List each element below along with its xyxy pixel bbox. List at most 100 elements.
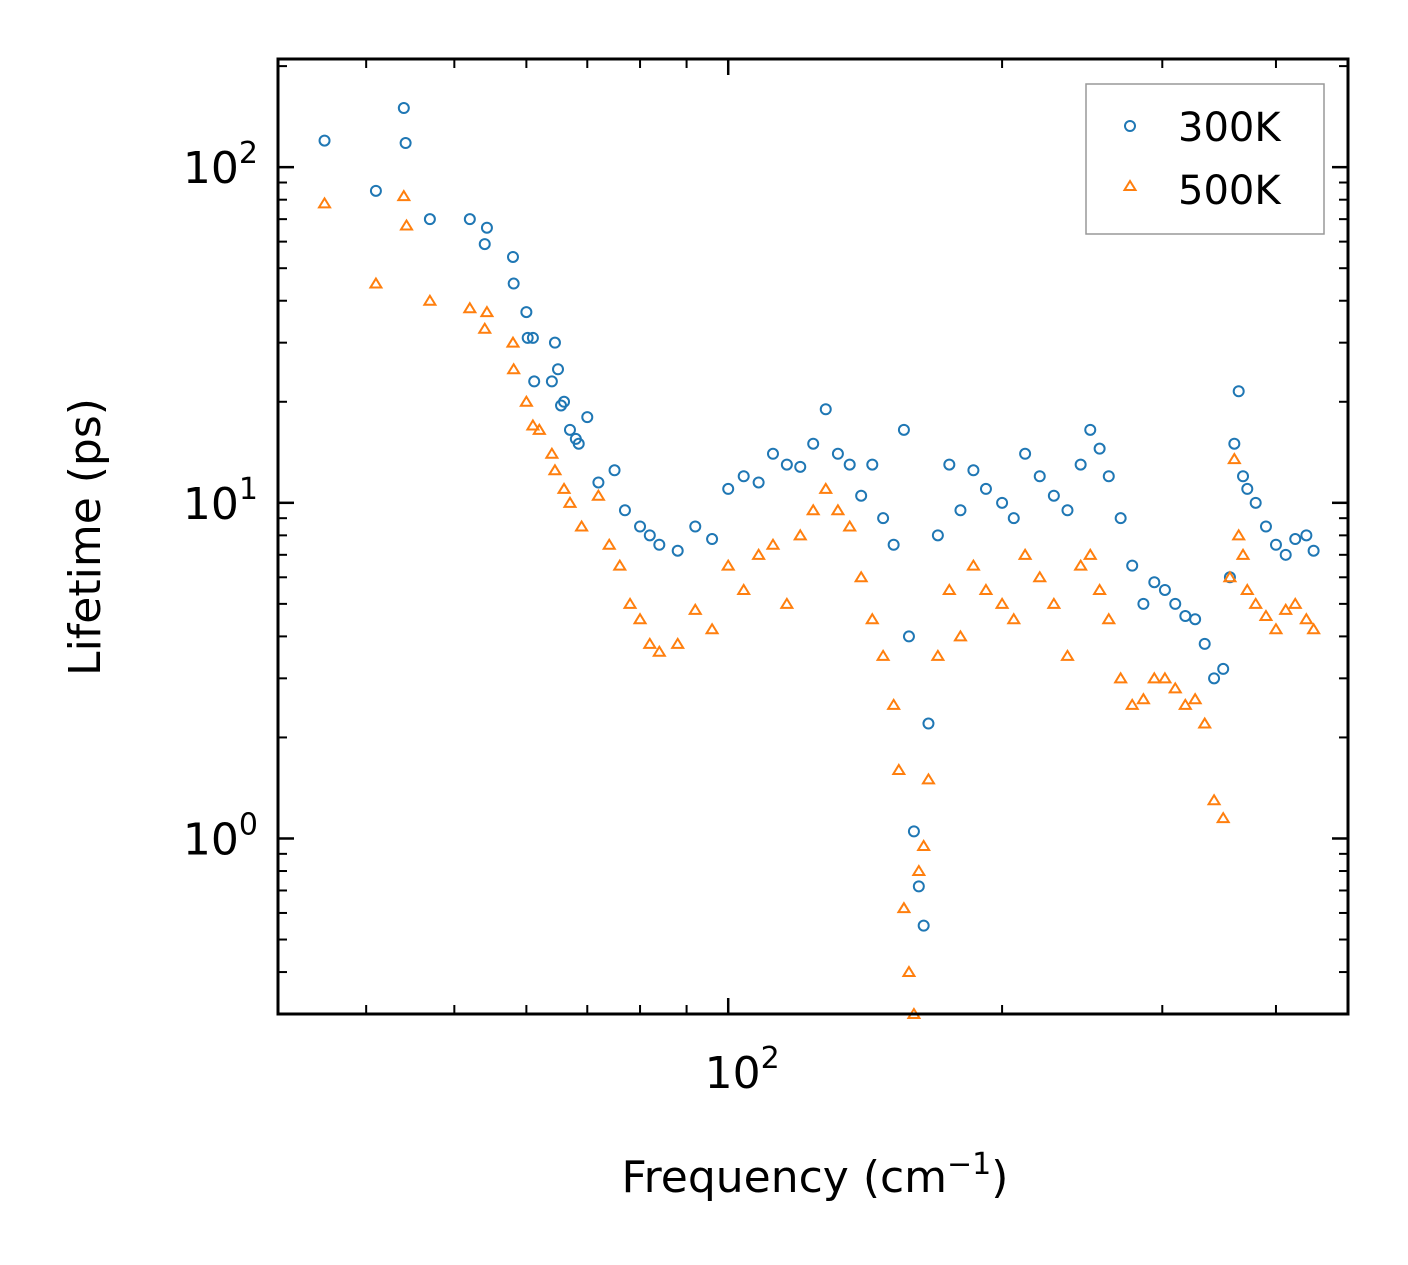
point-300k bbox=[520, 306, 533, 319]
point-300k bbox=[752, 476, 765, 489]
point-500k bbox=[1006, 612, 1022, 625]
point-300k bbox=[967, 464, 980, 477]
point-300k bbox=[572, 437, 585, 450]
point-500k bbox=[1187, 692, 1203, 705]
point-300k bbox=[780, 458, 793, 471]
point-500k bbox=[1092, 583, 1107, 595]
point-500k bbox=[1157, 671, 1173, 684]
point-300k bbox=[943, 458, 956, 471]
point-300k bbox=[722, 482, 735, 495]
point-500k bbox=[1235, 547, 1251, 560]
point-500k bbox=[1222, 570, 1238, 583]
point-500k bbox=[891, 763, 907, 775]
point-300k bbox=[1249, 496, 1262, 509]
point-500k bbox=[720, 558, 736, 571]
y-tick-label: 100 bbox=[183, 807, 258, 865]
point-300k bbox=[1169, 597, 1182, 610]
point-500k bbox=[562, 495, 578, 508]
point-500k bbox=[479, 305, 495, 318]
point-500k bbox=[1124, 697, 1140, 710]
point-500k bbox=[1101, 612, 1117, 625]
point-500k bbox=[1113, 671, 1128, 684]
point-300k bbox=[1259, 520, 1272, 533]
point-300k bbox=[1074, 458, 1087, 471]
point-500k bbox=[853, 570, 869, 583]
point-300k bbox=[1279, 548, 1292, 561]
point-300k bbox=[643, 529, 656, 542]
point-500k bbox=[1248, 596, 1263, 609]
point-500k bbox=[622, 596, 638, 609]
point-500k bbox=[818, 482, 834, 494]
point-300k bbox=[1237, 470, 1250, 483]
point-500k bbox=[1299, 612, 1314, 625]
point-300k bbox=[1217, 662, 1230, 675]
point-300k bbox=[397, 102, 410, 115]
point-300k bbox=[866, 458, 879, 471]
point-500k bbox=[1136, 692, 1151, 705]
point-500k bbox=[830, 503, 846, 516]
point-500k bbox=[1287, 596, 1303, 609]
point-300k bbox=[1189, 613, 1202, 626]
point-300k bbox=[653, 538, 666, 551]
point-500k bbox=[462, 301, 478, 314]
point-300k bbox=[877, 512, 890, 525]
point-500k bbox=[1206, 793, 1222, 806]
point-300k bbox=[1232, 385, 1245, 398]
point-500k bbox=[792, 528, 808, 541]
point-500k bbox=[1306, 622, 1321, 635]
point-300k bbox=[807, 437, 820, 450]
point-500k bbox=[966, 558, 981, 571]
legend-box bbox=[1085, 83, 1325, 235]
point-300k bbox=[618, 504, 631, 517]
point-500k bbox=[532, 422, 547, 435]
point-300k bbox=[1093, 442, 1106, 455]
point-500k bbox=[525, 418, 541, 431]
point-500k bbox=[886, 697, 901, 710]
point-300k bbox=[1179, 610, 1192, 623]
point-500k bbox=[953, 629, 968, 642]
point-300k bbox=[1084, 423, 1097, 436]
x-tick-label: 102 bbox=[705, 1041, 780, 1099]
point-300k bbox=[1300, 529, 1313, 542]
point-500k bbox=[1147, 671, 1162, 684]
y-tick-label: 102 bbox=[183, 136, 258, 194]
point-500k bbox=[477, 321, 493, 334]
point-300k bbox=[480, 221, 493, 234]
point-500k bbox=[1215, 811, 1231, 824]
point-500k bbox=[556, 482, 572, 494]
point-300k bbox=[1126, 559, 1139, 572]
point-500k bbox=[670, 636, 685, 649]
point-300k bbox=[887, 538, 900, 551]
point-300k bbox=[423, 213, 436, 226]
point-500k bbox=[942, 583, 957, 595]
point-500k bbox=[1231, 528, 1246, 541]
point-300k bbox=[545, 375, 558, 388]
point-500k bbox=[317, 196, 332, 209]
point-300k bbox=[737, 470, 750, 483]
point-300k bbox=[1241, 482, 1254, 495]
point-500k bbox=[506, 362, 521, 375]
point-500k bbox=[612, 558, 628, 571]
point-300k bbox=[831, 447, 844, 460]
legend-marker-300k bbox=[1124, 120, 1136, 132]
point-500k bbox=[632, 612, 648, 625]
point-500k bbox=[1046, 596, 1062, 609]
point-300k bbox=[1033, 470, 1046, 483]
point-300k bbox=[954, 504, 967, 517]
point-300k bbox=[843, 458, 856, 471]
point-500k bbox=[751, 547, 766, 560]
point-500k bbox=[842, 519, 857, 532]
point-300k bbox=[1228, 437, 1241, 450]
legend-label-300k: 300K bbox=[1178, 105, 1282, 151]
point-300k bbox=[912, 880, 925, 893]
point-500k bbox=[399, 218, 414, 231]
point-300k bbox=[1047, 489, 1060, 502]
point-300k bbox=[917, 919, 930, 932]
point-500k bbox=[805, 503, 821, 516]
point-300k bbox=[1007, 512, 1020, 525]
point-500k bbox=[652, 644, 667, 657]
legend-label-500k: 500K bbox=[1178, 168, 1282, 214]
point-300k bbox=[608, 464, 621, 477]
point-500k bbox=[865, 612, 880, 625]
point-500k bbox=[1073, 558, 1088, 571]
